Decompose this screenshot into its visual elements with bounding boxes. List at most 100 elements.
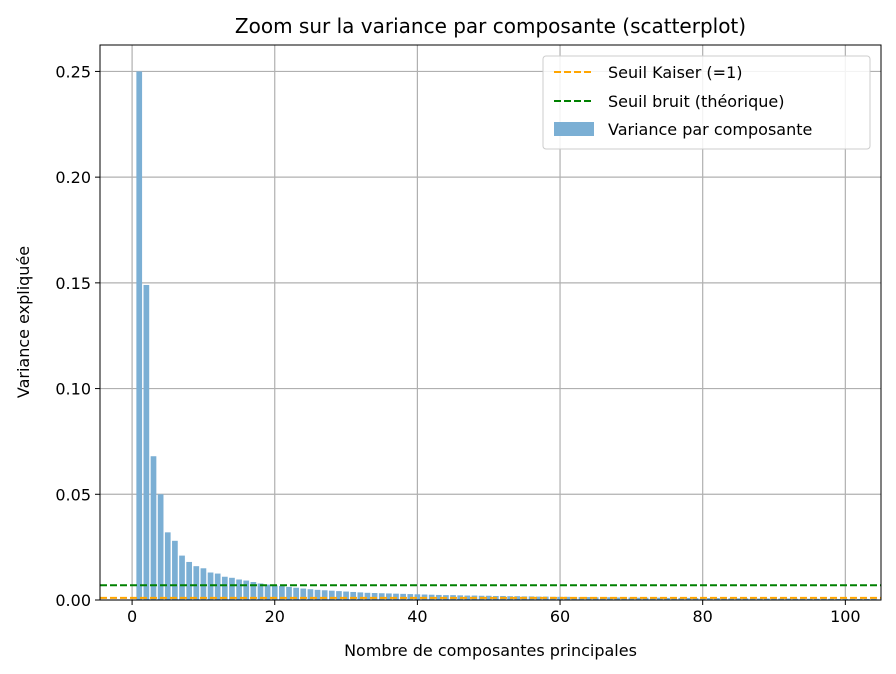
chart-title: Zoom sur la variance par composante (sca… bbox=[235, 14, 746, 38]
x-tick-label: 100 bbox=[830, 607, 861, 626]
bar bbox=[706, 598, 713, 600]
bar bbox=[193, 566, 200, 600]
bar bbox=[721, 598, 727, 600]
bar bbox=[221, 576, 228, 600]
legend-variance-label: Variance par composante bbox=[608, 120, 812, 139]
bar bbox=[364, 592, 371, 600]
bar bbox=[856, 598, 863, 600]
bar bbox=[728, 598, 735, 600]
legend-box bbox=[542, 55, 871, 150]
bar bbox=[157, 494, 164, 600]
bar bbox=[785, 598, 792, 600]
bar bbox=[207, 572, 214, 600]
x-axis-label: Nombre de composantes principales bbox=[344, 641, 637, 660]
y-tick-label: 0.25 bbox=[55, 62, 91, 81]
bar bbox=[200, 568, 207, 600]
bar bbox=[435, 594, 442, 600]
y-tick-label: 0.10 bbox=[55, 380, 91, 399]
bar bbox=[828, 598, 834, 600]
bar bbox=[671, 597, 678, 600]
bar bbox=[714, 598, 720, 600]
bar bbox=[179, 555, 185, 600]
bar bbox=[585, 597, 592, 600]
bar bbox=[357, 592, 364, 600]
bar bbox=[293, 587, 299, 600]
legend: Seuil Kaiser (=1) Seuil bruit (théorique… bbox=[542, 55, 871, 150]
bar bbox=[821, 598, 827, 600]
threshold-lines bbox=[100, 584, 881, 599]
x-tick-label: 0 bbox=[127, 607, 137, 626]
bar bbox=[764, 598, 770, 600]
bar bbox=[514, 596, 521, 600]
bar bbox=[692, 598, 699, 600]
x-tick-label: 80 bbox=[693, 607, 713, 626]
x-tick-label: 60 bbox=[550, 607, 570, 626]
bar bbox=[243, 580, 250, 600]
bar bbox=[393, 593, 399, 600]
bar bbox=[264, 584, 271, 600]
bar bbox=[835, 598, 842, 600]
bar bbox=[849, 598, 856, 600]
legend-noise-label: Seuil bruit (théorique) bbox=[608, 92, 785, 111]
bar bbox=[678, 597, 685, 600]
bar bbox=[749, 598, 756, 600]
bar bbox=[328, 590, 335, 600]
bar bbox=[172, 540, 178, 600]
bar bbox=[535, 596, 542, 600]
bar bbox=[343, 591, 349, 600]
bar bbox=[143, 284, 150, 600]
bar bbox=[250, 582, 257, 600]
bar bbox=[742, 598, 749, 600]
y-tick-label: 0.05 bbox=[55, 485, 91, 504]
bar bbox=[756, 598, 763, 600]
bar bbox=[614, 597, 620, 600]
bar bbox=[806, 598, 813, 600]
bar bbox=[664, 597, 670, 600]
bar bbox=[842, 598, 849, 600]
x-tick-label: 40 bbox=[407, 607, 427, 626]
bar bbox=[321, 590, 328, 600]
bar bbox=[863, 598, 870, 600]
bar bbox=[485, 595, 492, 600]
bar bbox=[792, 598, 799, 600]
bar bbox=[371, 593, 378, 600]
x-tick-label: 20 bbox=[265, 607, 285, 626]
bar bbox=[685, 597, 692, 600]
bar bbox=[236, 579, 242, 600]
y-tick-label: 0.20 bbox=[55, 168, 91, 187]
bar bbox=[871, 598, 877, 600]
grid bbox=[100, 45, 881, 601]
bar bbox=[214, 573, 221, 600]
bar bbox=[564, 596, 571, 600]
bar bbox=[229, 577, 235, 600]
bar bbox=[799, 598, 806, 600]
bar bbox=[279, 586, 285, 600]
legend-kaiser-label: Seuil Kaiser (=1) bbox=[608, 63, 743, 82]
y-axis-label: Variance expliquée bbox=[14, 246, 33, 398]
bar bbox=[271, 585, 278, 600]
bar bbox=[699, 598, 706, 600]
bar bbox=[414, 594, 421, 600]
bar bbox=[257, 583, 264, 600]
x-axis: 0 20 40 60 80 100 bbox=[127, 600, 861, 626]
y-tick-label: 0.15 bbox=[55, 274, 91, 293]
bar bbox=[657, 597, 663, 600]
bar bbox=[286, 586, 292, 600]
legend-variance-swatch bbox=[554, 122, 594, 136]
bar bbox=[314, 589, 321, 600]
bar bbox=[378, 593, 385, 600]
bar bbox=[136, 71, 143, 600]
bar bbox=[350, 591, 357, 600]
bar bbox=[778, 598, 784, 600]
bar bbox=[607, 597, 613, 600]
bar bbox=[164, 532, 171, 600]
bar bbox=[771, 598, 777, 600]
bar bbox=[336, 591, 342, 600]
bar bbox=[735, 598, 742, 600]
bar bbox=[186, 561, 193, 600]
plot-frame bbox=[99, 44, 882, 601]
bar bbox=[150, 456, 157, 600]
bar bbox=[307, 589, 314, 600]
bar bbox=[300, 588, 307, 600]
